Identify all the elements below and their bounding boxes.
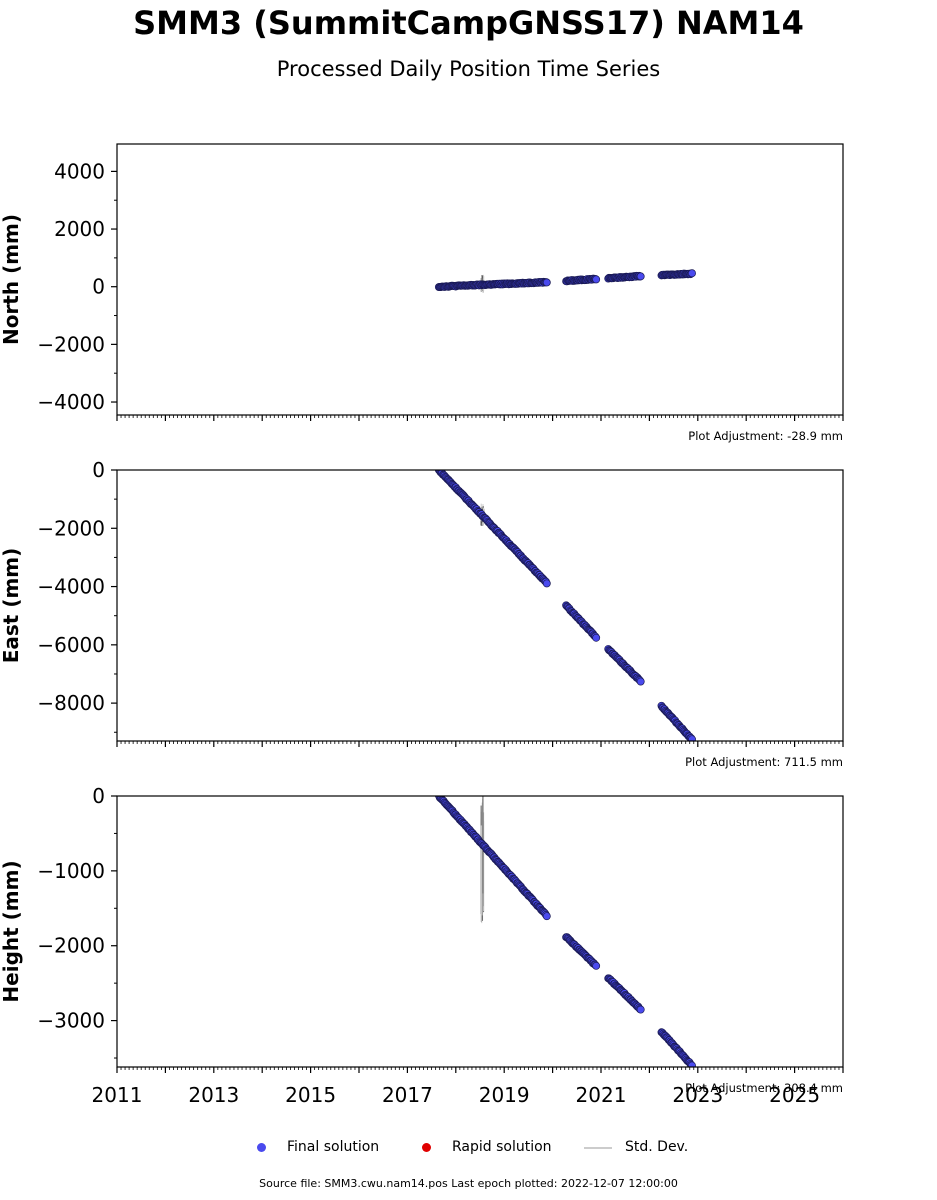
panel-0-data — [434, 269, 696, 293]
data-point — [636, 677, 645, 686]
y-tick-label: −1000 — [37, 859, 105, 883]
y-tick-label: −2000 — [37, 934, 105, 958]
y-tick-label: 0 — [92, 458, 105, 482]
data-point — [688, 269, 696, 278]
x-tick-label: 2011 — [92, 1083, 143, 1107]
data-point — [592, 633, 601, 642]
legend-label-stddev: Std. Dev. — [625, 1139, 689, 1155]
chart-subtitle: Processed Daily Position Time Series — [276, 57, 661, 81]
legend-label-final: Final solution — [287, 1139, 380, 1155]
x-tick-label: 2015 — [285, 1083, 336, 1107]
x-tick-label: 2025 — [769, 1083, 820, 1107]
plot-adjustment: Plot Adjustment: 308.4 mm — [685, 1081, 843, 1095]
source-footer: Source file: SMM3.cwu.nam14.pos Last epo… — [259, 1177, 678, 1190]
plot-adjustment: Plot Adjustment: 711.5 mm — [685, 755, 843, 769]
y-tick-label: 4000 — [54, 159, 105, 183]
plot-adjustment: Plot Adjustment: -28.9 mm — [688, 429, 843, 443]
x-tick-label: 2013 — [188, 1083, 239, 1107]
data-point — [542, 912, 551, 921]
rapid-solution-marker-icon — [422, 1143, 431, 1152]
panel-0-frame — [116, 143, 844, 416]
y-tick-label: −4000 — [37, 575, 105, 599]
data-point — [636, 272, 645, 281]
std-dev-line-icon — [584, 1147, 612, 1149]
y-tick-label: −2000 — [37, 332, 105, 356]
legend-label-rapid: Rapid solution — [452, 1139, 552, 1155]
x-tick-label: 2019 — [479, 1083, 530, 1107]
panel-1-data — [434, 470, 696, 741]
data-point — [688, 735, 696, 741]
data-point — [542, 278, 551, 287]
x-tick-label: 2023 — [672, 1083, 723, 1107]
final-solution-marker-icon — [257, 1143, 266, 1152]
y-tick-label: −4000 — [37, 390, 105, 414]
x-tick-label: 2021 — [576, 1083, 627, 1107]
y-tick-label: −6000 — [37, 633, 105, 657]
y-tick-label: −3000 — [37, 1009, 105, 1033]
y-tick-label: −2000 — [37, 516, 105, 540]
data-point — [542, 579, 551, 588]
x-tick-label: 2017 — [382, 1083, 433, 1107]
y-tick-label: 0 — [92, 275, 105, 299]
data-point — [636, 1005, 645, 1014]
y-tick-label: 2000 — [54, 217, 105, 241]
data-point — [592, 275, 601, 284]
y-tick-label: 0 — [92, 784, 105, 808]
y-axis-label: Height (mm) — [0, 860, 23, 1002]
y-tick-label: −8000 — [37, 691, 105, 715]
y-axis-label: North (mm) — [0, 214, 23, 345]
data-point — [592, 961, 601, 970]
chart-title: SMM3 (SummitCampGNSS17) NAM14 — [133, 4, 804, 42]
data-point — [688, 1061, 696, 1067]
panel-2-data — [434, 796, 696, 1067]
y-axis-label: East (mm) — [0, 548, 23, 664]
